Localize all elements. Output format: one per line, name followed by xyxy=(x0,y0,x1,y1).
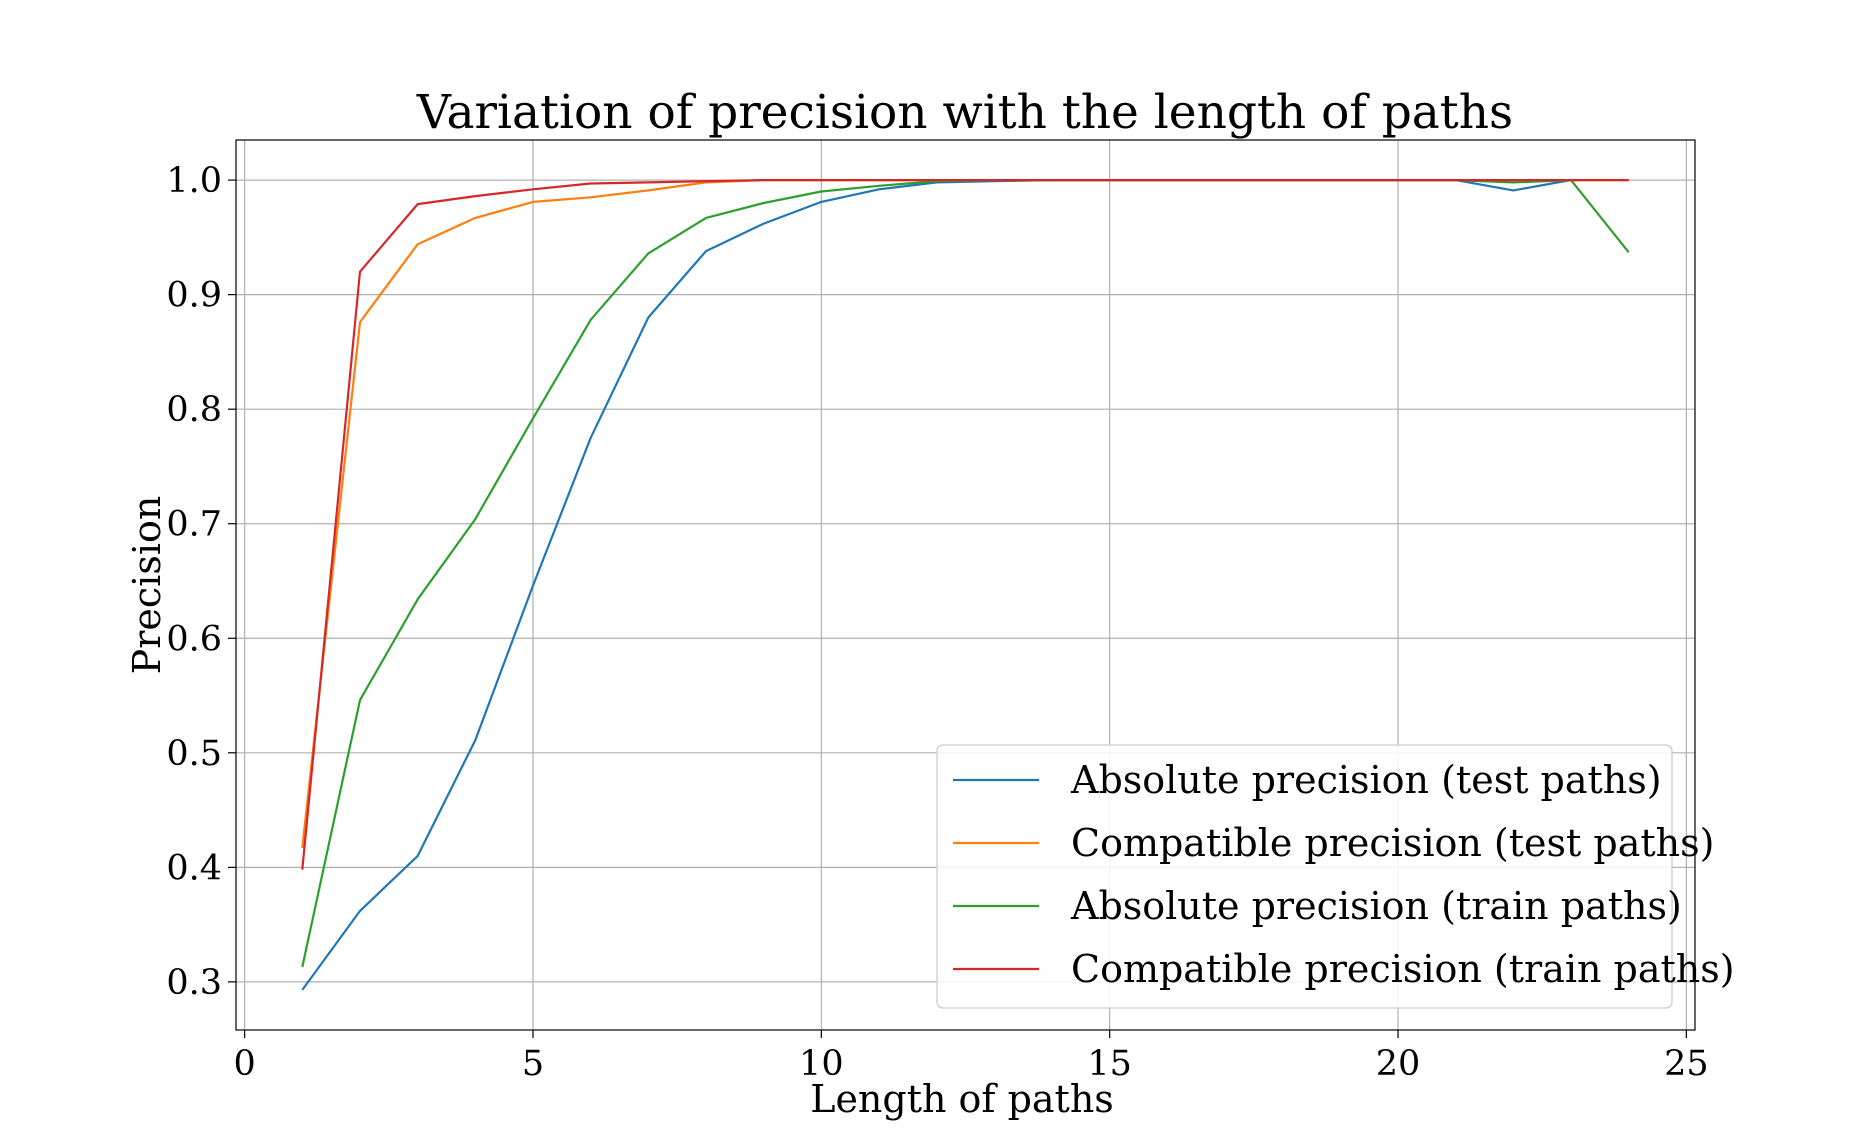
x-tick-label: 20 xyxy=(1376,1044,1421,1084)
legend-label-3: Absolute precision (train paths) xyxy=(1070,884,1682,928)
y-tick-label: 0.6 xyxy=(166,619,222,659)
y-tick-label: 0.8 xyxy=(166,390,222,430)
series-line-4 xyxy=(301,179,1629,870)
series-lines xyxy=(301,179,1630,991)
y-axis-label: Precision xyxy=(125,496,169,675)
legend-label-4: Compatible precision (train paths) xyxy=(1071,947,1735,991)
legend-label-1: Absolute precision (test paths) xyxy=(1070,758,1662,802)
x-tick-label: 5 xyxy=(522,1044,544,1084)
legend-box xyxy=(936,744,1673,1009)
y-tick-label: 0.3 xyxy=(166,963,222,1003)
chart-title: Variation of precision with the length o… xyxy=(416,85,1513,140)
y-tick-label: 1.0 xyxy=(166,161,222,201)
axis-ticks: 0 5 10 15 20 25 0.3 0.4 0.5 0.6 0.7 0.8 0.9 1.0 xyxy=(166,161,1708,1084)
x-tick-label: 25 xyxy=(1664,1044,1709,1084)
x-axis-label: Length of paths xyxy=(810,1077,1114,1121)
x-tick-label: 0 xyxy=(234,1044,256,1084)
y-tick-label: 0.9 xyxy=(166,276,222,316)
axes-frame xyxy=(235,139,1696,1031)
y-tick-label: 0.5 xyxy=(166,734,222,774)
x-tick-label: 15 xyxy=(1087,1044,1132,1084)
x-tick-label: 10 xyxy=(799,1044,844,1084)
legend: Absolute precision (test paths) Compatibl… xyxy=(936,744,1735,1009)
legend-label-2: Compatible precision (test paths) xyxy=(1071,821,1714,865)
y-tick-label: 0.7 xyxy=(166,505,222,545)
y-tick-label: 0.4 xyxy=(166,848,222,888)
